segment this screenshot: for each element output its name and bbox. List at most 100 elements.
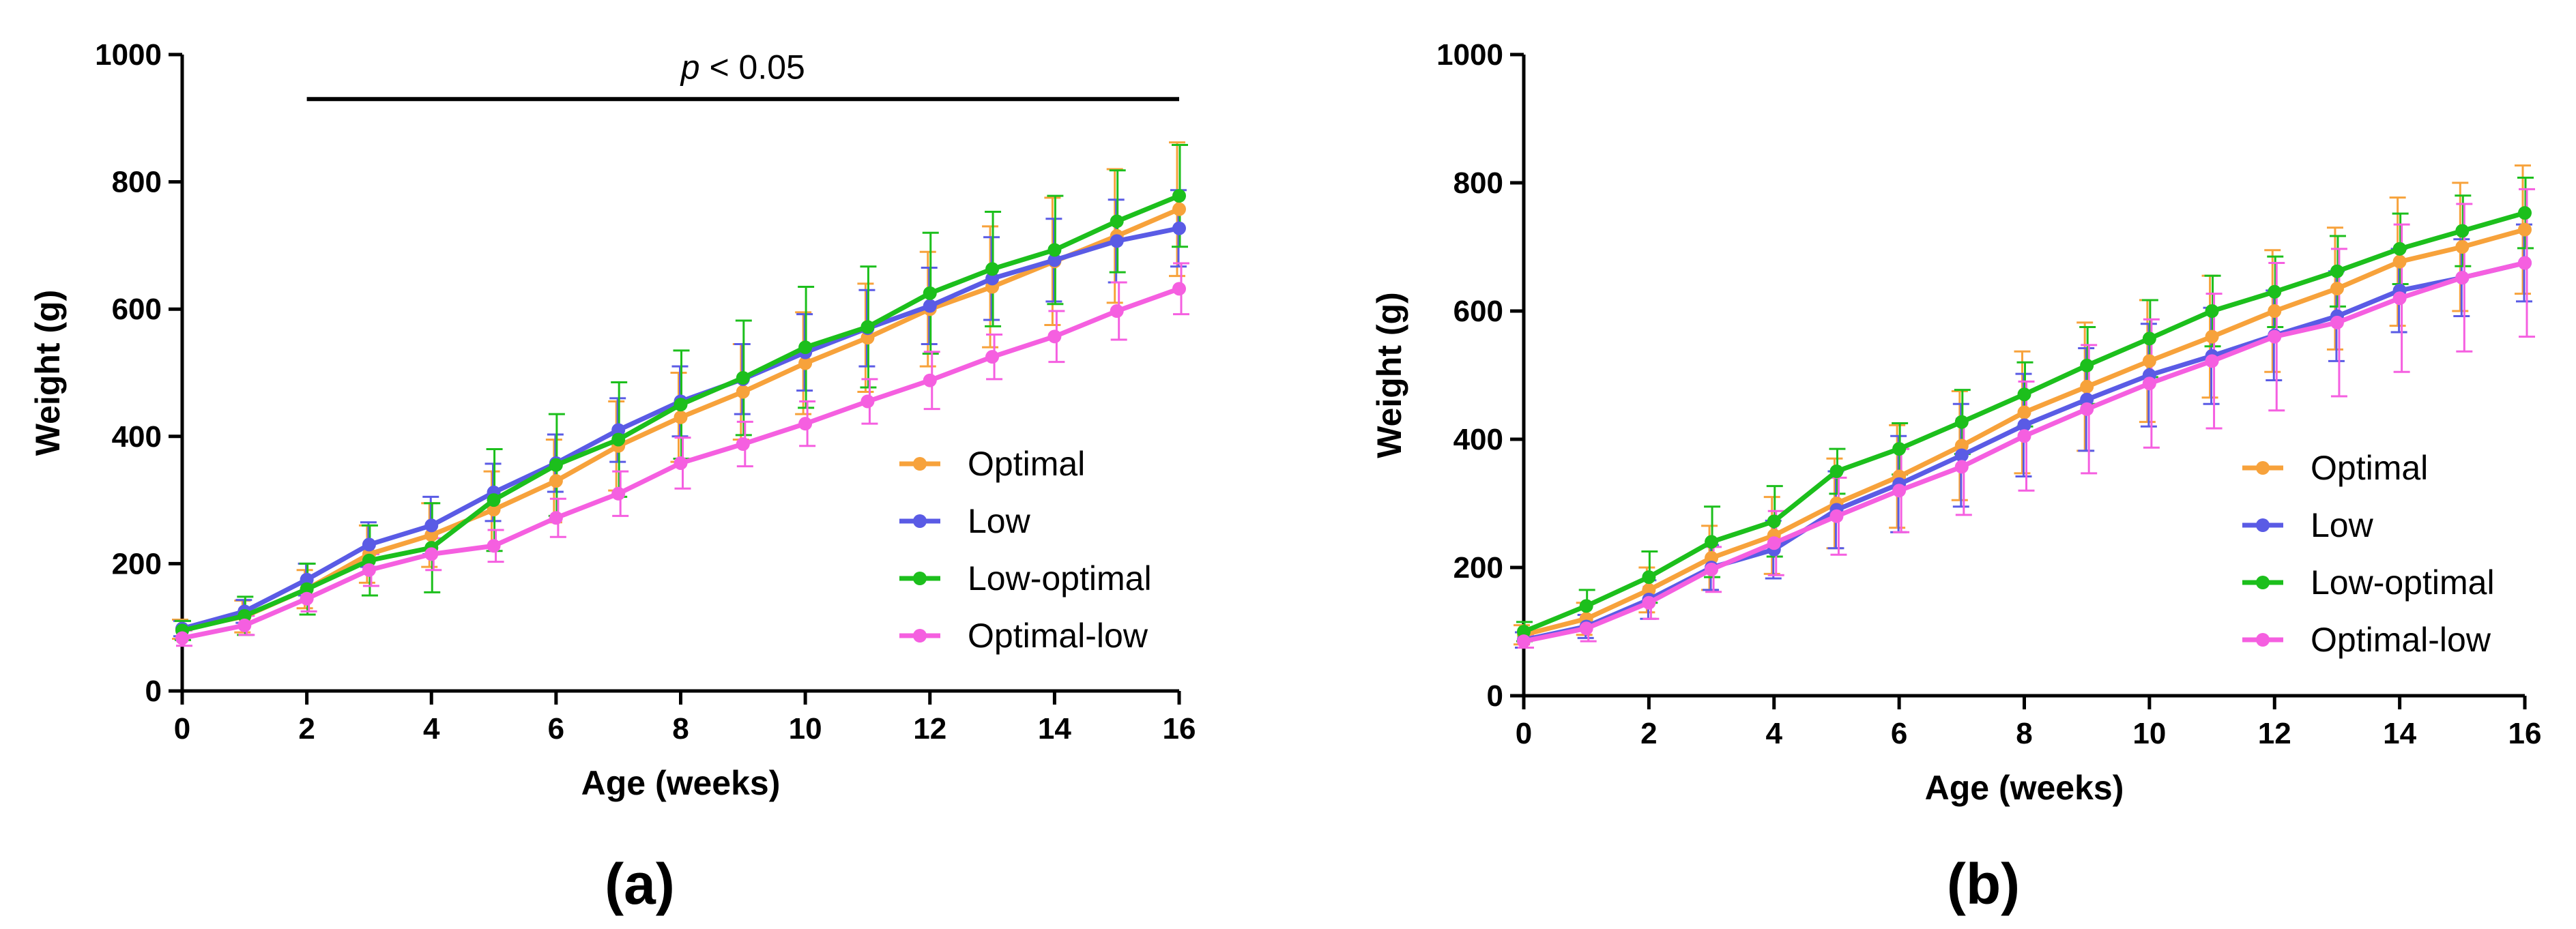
- panel-b-y-tick-label: 600: [1453, 295, 1503, 328]
- panel-a-data-point-low-optimal: [674, 398, 688, 412]
- panel-b-data-point-optimal: [2330, 282, 2344, 296]
- panel-b-data-point-low: [2017, 418, 2031, 432]
- panel-a-y-tick-label: 400: [112, 420, 162, 454]
- panel-b-data-point-low-optimal: [2142, 331, 2156, 346]
- panel-b-legend-label-low: Low: [2311, 506, 2374, 544]
- panel-b-data-point-low: [2080, 392, 2094, 407]
- panel-a-data-point-optimal-low: [736, 437, 750, 451]
- panel-b-data-point-optimal-low: [2268, 329, 2282, 344]
- panel-a-legend-swatch-marker: [913, 457, 927, 471]
- panel-b-x-tick-label: 16: [2508, 717, 2542, 750]
- panel-a-data-point-low: [300, 572, 314, 587]
- panel-b-legend-label-low-optimal: Low-optimal: [2311, 563, 2495, 602]
- panel-a-y-axis-title: Weight (g): [29, 290, 67, 456]
- panel-b-data-point-optimal-low: [1829, 509, 1844, 523]
- panel-a-significance-label: p < 0.05: [680, 48, 805, 86]
- panel-a-x-tick-label: 6: [548, 712, 564, 746]
- panel-b-data-point-optimal: [1705, 550, 1719, 565]
- panel-a-x-tick-label: 8: [672, 712, 689, 746]
- panel-a-x-tick-label: 16: [1163, 712, 1196, 746]
- panel-a-legend-swatch-marker: [913, 514, 927, 528]
- panel-b-data-point-optimal-low: [2330, 315, 2344, 329]
- panel-a-data-point-optimal-low: [362, 563, 376, 577]
- panel-a-data-point-optimal: [1172, 202, 1186, 216]
- panel-a-x-tick-label: 4: [423, 712, 440, 746]
- panel-a-panel-label: (a): [605, 852, 675, 916]
- panel-b-data-point-optimal-low: [2455, 271, 2470, 285]
- panel-a-data-point-optimal: [860, 331, 875, 345]
- panel-a-legend-swatch-marker: [913, 629, 927, 643]
- panel-a-data-point-optimal-low: [1172, 282, 1186, 296]
- panel-a-y-tick-label: 1000: [95, 38, 162, 72]
- panel-a-y-tick-label: 200: [112, 547, 162, 580]
- panel-a-legend-label-optimal: Optimal: [968, 445, 1085, 483]
- panel-a-data-point-optimal-low: [549, 511, 563, 525]
- panel-b-panel-label: (b): [1947, 852, 2020, 916]
- panel-a-data-point-low-optimal: [1110, 214, 1124, 228]
- panel-b-data-point-low-optimal: [2080, 358, 2094, 372]
- panel-a-data-point-optimal: [674, 410, 688, 424]
- panel-a-data-point-low-optimal: [362, 553, 376, 567]
- panel-b-x-tick-label: 8: [2016, 717, 2032, 750]
- panel-a-data-point-low: [985, 271, 1000, 286]
- panel-b-data-point-optimal: [2455, 240, 2470, 254]
- panel-b-x-tick-label: 0: [1516, 717, 1532, 750]
- panel-b-data-point-optimal-low: [2392, 291, 2407, 306]
- panel-b-x-tick-label: 6: [1891, 717, 1907, 750]
- panel-b-legend-swatch-marker: [2256, 633, 2270, 647]
- panel-b-data-point-optimal: [1642, 583, 1656, 597]
- panel-b-data-point-low-optimal: [1705, 535, 1719, 549]
- panel-a-data-point-optimal-low: [300, 591, 314, 606]
- panel-a-x-tick-label: 2: [298, 712, 315, 746]
- panel-a-legend-label-optimal-low: Optimal-low: [968, 617, 1148, 655]
- panel-a-data-point-low-optimal: [237, 608, 252, 623]
- panel-a-data-point-optimal-low: [985, 350, 1000, 364]
- panel-a-data-point-low: [1110, 234, 1124, 248]
- panel-b-y-axis-title: Weight (g): [1370, 292, 1408, 458]
- panel-a-data-point-low: [923, 299, 937, 313]
- panel-a-data-point-low-optimal: [549, 458, 563, 472]
- panel-a-y-tick-label: 800: [112, 166, 162, 199]
- panel-a-data-point-low-optimal: [1172, 189, 1186, 203]
- panel-a-data-point-low-optimal: [736, 370, 750, 385]
- panel-b-data-point-low-optimal: [2205, 304, 2219, 318]
- chart-panel-b: 0 200 400 600 800 1000 0 2 4 6 8 10 12 14 16 Age (weeks…: [1288, 0, 2576, 929]
- panel-b-data-point-optimal: [2518, 222, 2532, 237]
- panel-a-data-point-optimal-low: [237, 618, 252, 632]
- panel-a-y-tick-label: 600: [112, 293, 162, 326]
- panel-a-data-point-optimal-low: [1110, 304, 1124, 318]
- panel-a-significance-p: p: [680, 48, 700, 86]
- panel-b-data-point-optimal-low: [1954, 460, 1969, 474]
- panel-a-data-point-low: [611, 423, 626, 437]
- panel-a-data-point-optimal-low: [674, 456, 688, 470]
- panel-a-data-point-low-optimal: [985, 262, 1000, 276]
- panel-a-x-tick-label: 14: [1038, 712, 1071, 746]
- panel-b-data-point-optimal-low: [1767, 536, 1781, 550]
- panel-a-y-tick-label: 0: [145, 675, 162, 708]
- panel-b-y-tick-label: 1000: [1436, 38, 1503, 72]
- panel-a-data-point-low-optimal: [300, 582, 314, 596]
- panel-a-x-axis-title: Age (weeks): [581, 764, 781, 802]
- panel-a-data-point-low-optimal: [798, 340, 813, 355]
- panel-b-data-point-optimal: [2080, 379, 2094, 394]
- panel-b-data-point-low-optimal: [2518, 206, 2532, 220]
- panel-b-data-point-optimal: [2392, 254, 2407, 269]
- panel-a-data-point-low-optimal: [611, 432, 626, 447]
- panel-b-x-tick-label: 12: [2258, 717, 2291, 750]
- panel-a-data-point-optimal-low: [175, 631, 189, 645]
- chart-b: 0 200 400 600 800 1000 0 2 4 6 8 10 12 14 16 Age (weeks…: [1370, 38, 2542, 916]
- panel-b-x-tick-label: 14: [2383, 717, 2416, 750]
- panel-a-series-line-group-optimal-low: [175, 282, 1186, 645]
- chart-panel-a: 0 200 400 600 800 1000 0 2 4 6 8 10 12 14 16 Age (weeks…: [29, 38, 1196, 916]
- panel-b-data-point-low-optimal: [2455, 224, 2470, 238]
- panel-a-data-point-optimal-low: [424, 547, 439, 561]
- panel-b-series-line-group-low-optimal: [1517, 206, 2532, 638]
- panel-b-legend-swatch-marker: [2256, 576, 2270, 589]
- panel-b-data-point-optimal-low: [2080, 402, 2094, 416]
- panel-a-x-tick-label: 12: [913, 712, 946, 746]
- panel-a-data-point-low-optimal: [923, 286, 937, 300]
- panel-a-data-point-optimal: [549, 474, 563, 488]
- panel-b-data-point-optimal-low: [2142, 377, 2156, 391]
- panel-a-data-point-low-optimal: [860, 320, 875, 334]
- panel-a-x-tick-label: 0: [174, 712, 190, 746]
